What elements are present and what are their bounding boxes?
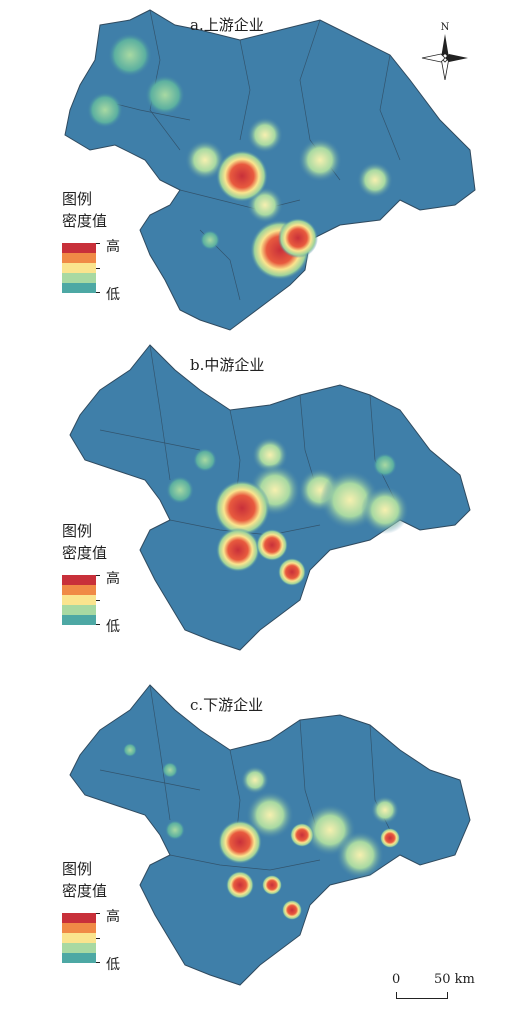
scale-bar: 0 50 km (380, 972, 500, 1002)
color-ramp (62, 913, 96, 963)
legend: 图例 密度值 高 低 (62, 858, 152, 978)
scale-value: 50 km (434, 972, 475, 987)
map-panel-upstream: a.上游企业 N 图例 密度值 高 低 (0, 0, 526, 340)
map-panel-midstream: b.中游企业 图例 密度值 高 低 (0, 340, 526, 680)
density-map-midstream (69, 344, 471, 651)
legend: 图例 密度值 高 低 (62, 188, 152, 308)
density-map-upstream (64, 9, 476, 331)
legend-low: 低 (106, 287, 120, 303)
legend-high: 高 (106, 571, 120, 587)
legend-title: 图例 (62, 860, 93, 878)
panel-title: c.下游企业 (190, 696, 264, 714)
map-panel-downstream: c.下游企业 图例 密度值 高 低 (0, 680, 526, 1020)
panel-title: a.上游企业 (190, 16, 264, 34)
legend-high: 高 (106, 239, 120, 255)
panel-title: b.中游企业 (190, 356, 265, 374)
north-label: N (441, 22, 450, 33)
legend-label: 密度值 (62, 882, 108, 900)
legend-low: 低 (106, 619, 120, 635)
scale-zero: 0 (392, 972, 401, 987)
color-ramp (62, 243, 96, 293)
legend-low: 低 (106, 957, 120, 973)
color-ramp (62, 575, 96, 625)
legend-title: 图例 (62, 522, 93, 540)
density-map-downstream (69, 684, 471, 986)
legend-label: 密度值 (62, 544, 108, 562)
north-arrow-icon: N (420, 20, 470, 80)
legend-label: 密度值 (62, 212, 108, 230)
legend: 图例 密度值 高 低 (62, 520, 152, 640)
legend-high: 高 (106, 909, 120, 925)
legend-title: 图例 (62, 190, 93, 208)
